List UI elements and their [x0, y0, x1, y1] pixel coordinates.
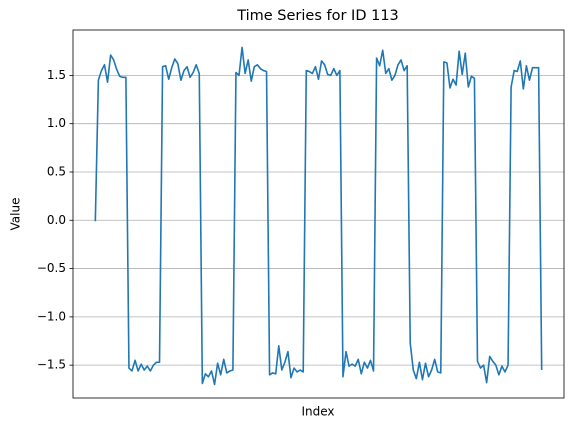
plot	[94, 46, 543, 386]
y-tick-label: 0.5	[47, 164, 66, 178]
y-tick-label: −1.0	[37, 309, 66, 323]
chart-title: Time Series for ID 113	[236, 8, 399, 24]
y-axis-label: Value	[9, 198, 23, 231]
x-axis-label: Index	[301, 405, 334, 419]
grid	[73, 74, 564, 366]
y-tick-label: 0.0	[47, 213, 66, 227]
y-tick-label: −1.5	[37, 358, 66, 372]
y-tick-label: 1.0	[47, 116, 66, 130]
y-tick-label: −0.5	[37, 261, 66, 275]
y-tick-label: 1.5	[47, 68, 66, 82]
data-line	[94, 46, 543, 386]
axes-frame	[72, 29, 565, 399]
